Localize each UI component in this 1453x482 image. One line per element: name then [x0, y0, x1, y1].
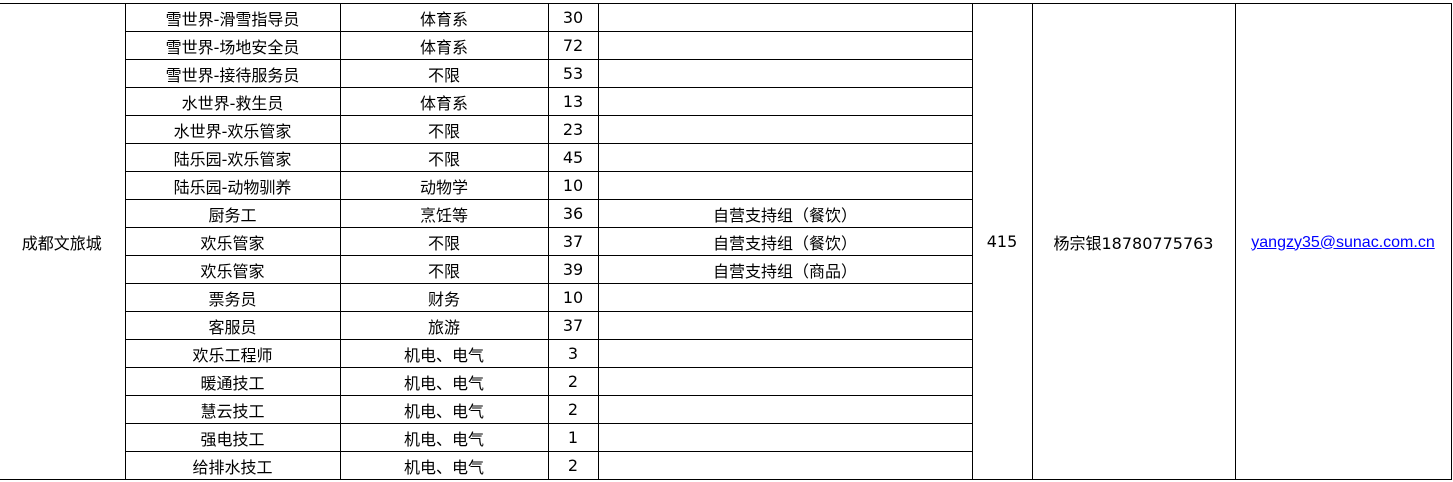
- position-cell: 给排水技工: [124, 451, 341, 480]
- count-cell: 39: [547, 255, 599, 284]
- position-cell: 强电技工: [124, 423, 341, 452]
- major-cell: 旅游: [339, 311, 549, 340]
- major-cell: 体育系: [339, 87, 549, 116]
- count-cell: 2: [547, 395, 599, 424]
- group-cell: 自营支持组（商品）: [597, 255, 973, 284]
- count-cell: 72: [547, 31, 599, 60]
- count-cell: 23: [547, 115, 599, 144]
- position-cell: 暖通技工: [124, 367, 341, 396]
- position-cell: 客服员: [124, 311, 341, 340]
- table-row: 给排水技工 机电、电气 2: [0, 451, 1451, 480]
- table-row: 慧云技工 机电、电气 2: [0, 395, 1451, 424]
- count-cell: 45: [547, 143, 599, 172]
- position-cell: 陆乐园-动物驯养: [124, 171, 341, 200]
- contact-cell: 杨宗银18780775763: [1031, 3, 1236, 480]
- major-cell: 机电、电气: [339, 451, 549, 480]
- table-row: 客服员 旅游 37: [0, 311, 1451, 340]
- count-cell: 2: [547, 451, 599, 480]
- position-cell: 慧云技工: [124, 395, 341, 424]
- group-cell: 自营支持组（餐饮）: [597, 227, 973, 256]
- table-row: 暖通技工 机电、电气 2: [0, 367, 1451, 396]
- group-cell: [597, 423, 973, 452]
- table-row: 欢乐管家 不限 39 自营支持组（商品）: [0, 255, 1451, 284]
- table-row: 欢乐管家 不限 37 自营支持组（餐饮）: [0, 227, 1451, 256]
- group-cell: [597, 59, 973, 88]
- count-cell: 13: [547, 87, 599, 116]
- position-cell: 雪世界-接待服务员: [124, 59, 341, 88]
- count-cell: 2: [547, 367, 599, 396]
- group-cell: [597, 339, 973, 368]
- total-cell: 415: [971, 3, 1033, 480]
- position-cell: 欢乐管家: [124, 255, 341, 284]
- table-row: 强电技工 机电、电气 1: [0, 423, 1451, 452]
- position-cell: 雪世界-滑雪指导员: [124, 3, 341, 32]
- group-cell: [597, 115, 973, 144]
- group-cell: [597, 3, 973, 32]
- major-cell: 体育系: [339, 3, 549, 32]
- group-cell: [597, 87, 973, 116]
- count-cell: 37: [547, 311, 599, 340]
- group-cell: [597, 451, 973, 480]
- count-cell: 36: [547, 199, 599, 228]
- count-cell: 37: [547, 227, 599, 256]
- table-row: 水世界-救生员 体育系 13: [0, 87, 1451, 116]
- group-cell: [597, 311, 973, 340]
- major-cell: 不限: [339, 143, 549, 172]
- count-cell: 1: [547, 423, 599, 452]
- position-cell: 水世界-欢乐管家: [124, 115, 341, 144]
- count-cell: 53: [547, 59, 599, 88]
- table-row: 成都文旅城 雪世界-滑雪指导员 体育系 30 415 杨宗银18780775763 yang…: [0, 3, 1452, 480]
- table-row: 雪世界-场地安全员 体育系 72: [0, 31, 1451, 60]
- email-link[interactable]: yangzy35@sunac.com.cn: [1251, 233, 1435, 251]
- major-cell: 体育系: [339, 31, 549, 60]
- group-cell: [597, 395, 973, 424]
- recruitment-table: 成都文旅城 雪世界-滑雪指导员 体育系 30 415 杨宗银18780775763 yang…: [0, 3, 1452, 480]
- count-cell: 30: [547, 3, 599, 32]
- major-cell: 不限: [339, 59, 549, 88]
- group-cell: [597, 31, 973, 60]
- major-cell: 烹饪等: [339, 199, 549, 228]
- count-cell: 10: [547, 283, 599, 312]
- table-row: 票务员 财务 10: [0, 283, 1451, 312]
- position-cell: 欢乐工程师: [124, 339, 341, 368]
- count-cell: 3: [547, 339, 599, 368]
- position-cell: 票务员: [124, 283, 341, 312]
- position-cell: 水世界-救生员: [124, 87, 341, 116]
- table-row: 欢乐工程师 机电、电气 3: [0, 339, 1451, 368]
- position-cell: 欢乐管家: [124, 227, 341, 256]
- major-cell: 动物学: [339, 171, 549, 200]
- major-cell: 机电、电气: [339, 339, 549, 368]
- position-cell: 厨务工: [124, 199, 341, 228]
- table-row: 陆乐园-欢乐管家 不限 45: [0, 143, 1451, 172]
- table-row: 水世界-欢乐管家 不限 23: [0, 115, 1451, 144]
- group-cell: [597, 171, 973, 200]
- table-row: 雪世界-接待服务员 不限 53: [0, 59, 1451, 88]
- location-cell: 成都文旅城: [0, 3, 126, 480]
- major-cell: 机电、电气: [339, 423, 549, 452]
- group-cell: [597, 367, 973, 396]
- major-cell: 不限: [339, 115, 549, 144]
- email-cell: yangzy35@sunac.com.cn: [1234, 3, 1452, 480]
- group-cell: 自营支持组（餐饮）: [597, 199, 973, 228]
- major-cell: 机电、电气: [339, 367, 549, 396]
- position-cell: 陆乐园-欢乐管家: [124, 143, 341, 172]
- position-cell: 雪世界-场地安全员: [124, 31, 341, 60]
- count-cell: 10: [547, 171, 599, 200]
- major-cell: 不限: [339, 255, 549, 284]
- major-cell: 机电、电气: [339, 395, 549, 424]
- group-cell: [597, 283, 973, 312]
- major-cell: 财务: [339, 283, 549, 312]
- table-row: 陆乐园-动物驯养 动物学 10: [0, 171, 1451, 200]
- major-cell: 不限: [339, 227, 549, 256]
- group-cell: [597, 143, 973, 172]
